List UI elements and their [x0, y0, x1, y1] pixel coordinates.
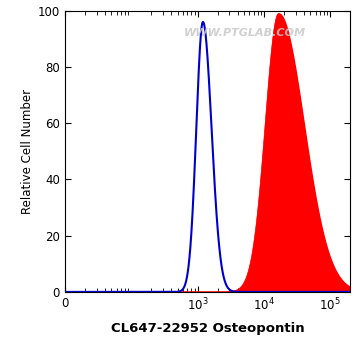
- Y-axis label: Relative Cell Number: Relative Cell Number: [21, 89, 34, 214]
- Text: WWW.PTGLAB.COM: WWW.PTGLAB.COM: [184, 27, 306, 37]
- X-axis label: CL647-22952 Osteopontin: CL647-22952 Osteopontin: [111, 322, 304, 335]
